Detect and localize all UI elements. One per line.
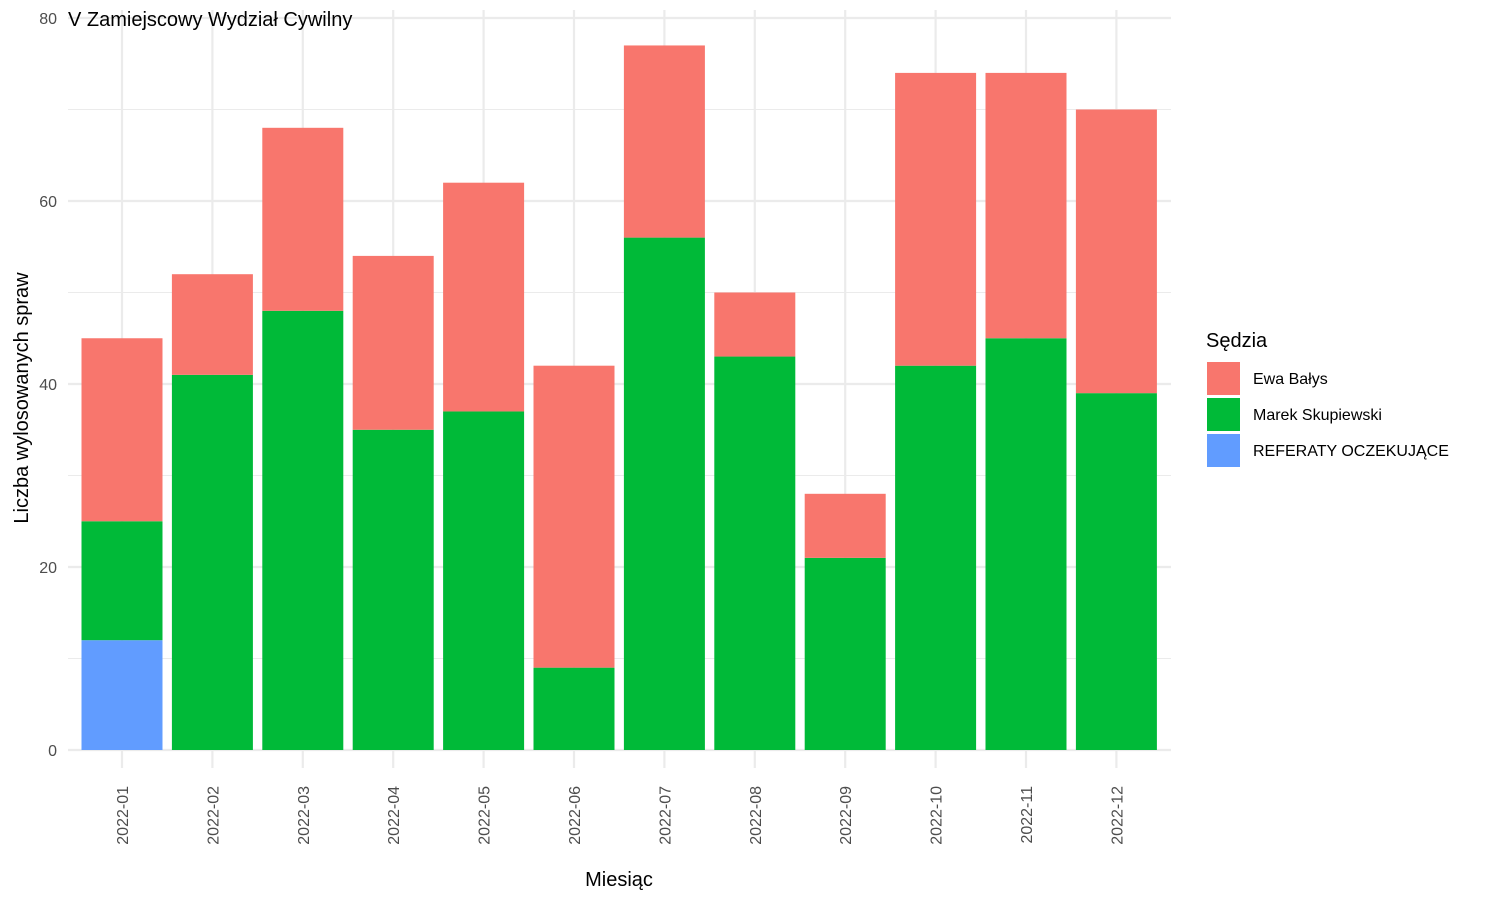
x-tick-label: 2022-05 <box>477 786 494 845</box>
bar-segment <box>804 557 886 750</box>
x-tick-label: 2022-10 <box>929 786 946 845</box>
legend-label: Ewa Bałys <box>1253 371 1328 388</box>
x-tick-label: 2022-07 <box>657 786 674 845</box>
legend-label: REFERATY OCZEKUJĄCE <box>1253 443 1449 460</box>
legend-label: Marek Skupiewski <box>1253 407 1382 424</box>
bar-segment <box>171 274 253 375</box>
legend: Sędzia Ewa Bałys Marek Skupiewski REFERATY… <box>1206 330 1449 467</box>
bar-segment <box>443 182 525 412</box>
x-axis-title: Miesiąc <box>585 869 653 891</box>
bar-segment <box>714 292 796 357</box>
y-axis-ticks: 0 20 40 60 80 <box>39 11 57 760</box>
bar-segment <box>81 640 163 750</box>
bar-group <box>81 45 1157 751</box>
bar-segment <box>352 255 434 430</box>
legend-title: Sędzia <box>1206 330 1268 352</box>
bar-segment <box>262 310 344 750</box>
bar-segment <box>895 365 977 750</box>
y-tick-label: 60 <box>39 194 57 211</box>
bar-segment <box>985 338 1067 750</box>
bar-segment <box>443 411 525 750</box>
bar-segment <box>623 45 705 238</box>
x-tick-label: 2022-12 <box>1109 786 1126 845</box>
bar-segment <box>171 374 253 750</box>
bar-segment <box>1075 393 1157 750</box>
bar-segment <box>352 429 434 750</box>
legend-swatch <box>1207 398 1240 431</box>
y-tick-label: 0 <box>48 743 57 760</box>
bar-segment <box>895 72 977 366</box>
bar-segment <box>1075 109 1157 394</box>
x-tick-label: 2022-06 <box>567 786 584 845</box>
bar-segment <box>623 237 705 751</box>
bar-segment <box>81 521 163 641</box>
legend-swatch <box>1207 362 1240 395</box>
bar-segment <box>533 365 615 668</box>
y-tick-label: 20 <box>39 560 57 577</box>
x-tick-label: 2022-09 <box>838 786 855 845</box>
bar-segment <box>804 493 886 558</box>
legend-swatch <box>1207 434 1240 467</box>
x-tick-label: 2022-08 <box>748 786 765 845</box>
y-tick-label: 80 <box>39 11 57 28</box>
bar-segment <box>81 338 163 522</box>
y-tick-label: 40 <box>39 377 57 394</box>
x-tick-label: 2022-01 <box>115 786 132 845</box>
bar-segment <box>714 356 796 750</box>
x-tick-label: 2022-02 <box>205 786 222 845</box>
chart-title: V Zamiejscowy Wydział Cywilny <box>68 9 352 31</box>
x-tick-label: 2022-04 <box>386 786 403 845</box>
bar-segment <box>533 667 615 750</box>
bar-segment <box>985 72 1067 339</box>
x-axis-ticks: 2022-01 2022-02 2022-03 2022-04 2022-05 2022-… <box>115 786 1126 845</box>
x-tick-label: 2022-03 <box>296 786 313 845</box>
bar-segment <box>262 127 344 311</box>
y-axis-title: Liczba wylosowanych spraw <box>11 272 33 524</box>
x-tick-label: 2022-11 <box>1019 786 1036 844</box>
